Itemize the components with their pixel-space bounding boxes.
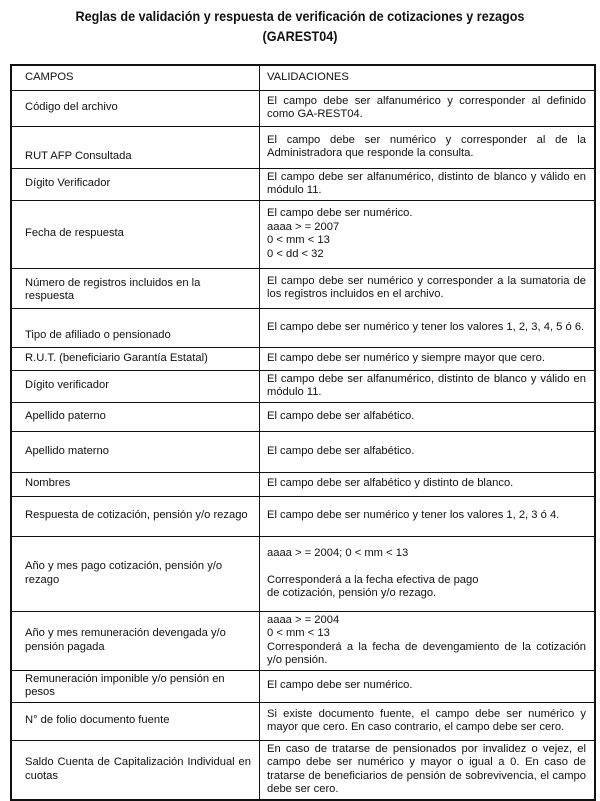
validacion-cell: Si existe documento fuente, el campo deb… [259,701,596,741]
table-row: Respuesta de cotización, pensión y/o rez… [10,495,596,537]
campo-cell: Apellido materno [10,430,260,473]
validacion-cell: El campo debe ser alfanumérico, distinto… [259,369,596,403]
validacion-cell: El campo debe ser numérico y siempre may… [259,346,596,371]
header-validaciones: VALIDACIONES [259,64,596,91]
campo-cell: RUT AFP Consultada [10,125,260,169]
campo-cell: N° de folio documento fuente [10,701,260,741]
table-row: Apellido materno El campo debe ser alfabé… [10,430,596,473]
validacion-cell: aaaa > = 2004 0 < mm < 13 Corresponderá … [259,610,596,671]
campo-cell: Código del archivo [10,89,260,127]
validacion-cell: El campo debe ser numérico. [259,669,596,703]
table-row: Saldo Cuenta de Capitalización Individua… [10,739,596,800]
table-row: R.U.T. (beneficiario Garantía Estatal) El… [10,346,596,371]
validacion-cell: El campo debe ser numérico y corresponde… [259,125,596,169]
table-row: Nombres El campo debe ser alfabético y di… [10,471,596,497]
table-row: Año y mes remuneración devengada y/o pen… [10,610,596,671]
campo-cell: Dígito verificador [10,369,260,403]
campo-cell: Remuneración imponible y/o pensión en pe… [10,669,260,703]
validacion-cell: El campo debe ser alfabético. [259,430,596,473]
table-row: Dígito verificador El campo debe ser alfa… [10,369,596,403]
header-campos: CAMPOS [10,64,260,91]
table-row: Remuneración imponible y/o pensión en pe… [10,669,596,703]
validacion-cell: El campo debe ser numérico y tener los v… [259,307,596,348]
campo-cell: Número de registros incluidos en la resp… [10,267,260,309]
table-row: Tipo de afiliado o pensionado El campo de… [10,307,596,348]
campo-cell: R.U.T. (beneficiario Garantía Estatal) [10,346,260,371]
table-row: Dígito Verificador El campo debe ser alfa… [10,167,596,201]
table-header-row: CAMPOS VALIDACIONES [10,64,596,91]
validacion-cell: El campo debe ser alfabético y distinto … [259,471,596,497]
table-row: Año y mes pago cotización, pensión y/o r… [10,535,596,612]
validacion-cell: El campo debe ser numérico y corresponde… [259,267,596,309]
campo-cell: Año y mes pago cotización, pensión y/o r… [10,535,260,612]
table-row: Apellido paterno El campo debe ser alfabé… [10,401,596,432]
campo-cell: Año y mes remuneración devengada y/o pen… [10,610,260,671]
validacion-cell: El campo debe ser alfabético. [259,401,596,432]
table-row: Código del archivo El campo debe ser alfa… [10,89,596,127]
document-title: Reglas de validación y respuesta de veri… [75,8,525,44]
campo-cell: Apellido paterno [10,401,260,432]
validacion-cell: El campo debe ser numérico y tener los v… [259,495,596,537]
validation-table: CAMPOS VALIDACIONES Código del archivo El… [10,64,596,801]
validacion-cell: El campo debe ser numérico. aaaa > = 200… [259,199,596,269]
campo-cell: Saldo Cuenta de Capitalización Individua… [10,739,260,800]
campo-cell: Nombres [10,471,260,497]
campo-cell: Fecha de respuesta [10,199,260,269]
validacion-cell: El campo debe ser alfanumérico y corresp… [259,89,596,127]
table-row: N° de folio documento fuente Si existe do… [10,701,596,741]
campo-cell: Tipo de afiliado o pensionado [10,307,260,348]
validacion-cell: El campo debe ser alfanumérico, distinto… [259,167,596,201]
table-row: RUT AFP Consultada El campo debe ser numé… [10,125,596,169]
validacion-cell: En caso de tratarse de pensionados por i… [259,739,596,800]
campo-cell: Respuesta de cotización, pensión y/o rez… [10,495,260,537]
campo-cell: Dígito Verificador [10,167,260,201]
validacion-cell: aaaa > = 2004; 0 < mm < 13 Corresponderá… [259,535,596,612]
table-row: Fecha de respuesta El campo debe ser numé… [10,199,596,269]
table-row: Número de registros incluidos en la resp… [10,267,596,309]
